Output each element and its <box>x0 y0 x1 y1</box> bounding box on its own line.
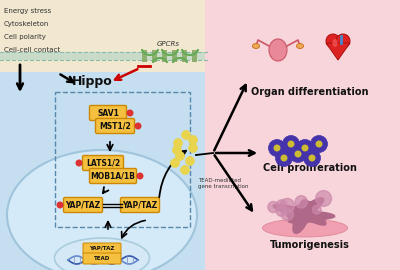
Text: YAP/TAZ: YAP/TAZ <box>122 201 158 210</box>
Text: Cell proliferation: Cell proliferation <box>263 163 357 173</box>
Text: MOB1A/1B: MOB1A/1B <box>90 171 136 181</box>
Bar <box>0 0 205 270</box>
Ellipse shape <box>332 39 338 47</box>
FancyBboxPatch shape <box>90 106 126 120</box>
Ellipse shape <box>252 43 260 49</box>
Text: GPCRs: GPCRs <box>156 41 180 47</box>
FancyBboxPatch shape <box>83 243 121 254</box>
Text: TEAD-mediated
gene transcription: TEAD-mediated gene transcription <box>198 178 248 189</box>
Ellipse shape <box>326 34 340 48</box>
Circle shape <box>76 160 82 167</box>
Bar <box>162 50 167 62</box>
FancyBboxPatch shape <box>83 253 121 264</box>
Bar <box>0 0 205 72</box>
Ellipse shape <box>54 238 150 270</box>
Text: TEAD: TEAD <box>94 256 110 261</box>
Circle shape <box>308 154 316 161</box>
Circle shape <box>274 144 280 151</box>
Bar <box>0 52 205 60</box>
Text: LATS1/2: LATS1/2 <box>86 158 120 167</box>
Circle shape <box>277 200 287 210</box>
Circle shape <box>176 151 184 160</box>
Bar <box>182 50 187 62</box>
Circle shape <box>295 196 308 208</box>
FancyBboxPatch shape <box>64 197 102 212</box>
Circle shape <box>294 150 302 157</box>
Ellipse shape <box>7 150 197 270</box>
Text: Organ differentiation: Organ differentiation <box>251 87 369 97</box>
Text: Hippo: Hippo <box>72 76 112 89</box>
Circle shape <box>316 140 322 147</box>
Circle shape <box>180 166 190 174</box>
Circle shape <box>312 205 321 214</box>
Circle shape <box>316 191 332 207</box>
Circle shape <box>126 110 134 116</box>
Text: Tumorigenesis: Tumorigenesis <box>270 240 350 250</box>
FancyBboxPatch shape <box>120 197 160 212</box>
Text: YAP/TAZ: YAP/TAZ <box>89 246 115 251</box>
Circle shape <box>170 158 180 167</box>
Circle shape <box>280 154 288 161</box>
Circle shape <box>310 136 328 153</box>
Circle shape <box>268 201 279 212</box>
Polygon shape <box>326 43 350 60</box>
Circle shape <box>296 140 314 157</box>
Bar <box>192 50 197 62</box>
Circle shape <box>288 140 294 147</box>
Circle shape <box>134 123 142 130</box>
Polygon shape <box>273 198 335 234</box>
Circle shape <box>304 150 320 167</box>
Bar <box>142 50 147 62</box>
FancyBboxPatch shape <box>90 168 136 184</box>
Circle shape <box>136 173 144 180</box>
Circle shape <box>302 144 308 151</box>
FancyBboxPatch shape <box>96 119 134 133</box>
Text: Cell polarity: Cell polarity <box>4 34 46 40</box>
Ellipse shape <box>296 43 304 49</box>
Circle shape <box>290 146 306 163</box>
Circle shape <box>188 136 198 144</box>
Ellipse shape <box>269 39 287 61</box>
Circle shape <box>281 208 294 221</box>
Circle shape <box>186 157 194 166</box>
Text: Energy stress: Energy stress <box>4 8 51 14</box>
Circle shape <box>188 143 198 153</box>
Circle shape <box>174 139 182 147</box>
Text: MST1/2: MST1/2 <box>99 122 131 130</box>
Ellipse shape <box>262 219 348 237</box>
Bar <box>205 0 400 270</box>
Ellipse shape <box>336 34 350 48</box>
Bar <box>172 50 177 62</box>
Circle shape <box>276 150 292 167</box>
Bar <box>152 50 157 62</box>
Circle shape <box>182 130 190 140</box>
Circle shape <box>282 136 300 153</box>
Circle shape <box>280 198 294 213</box>
Text: Cytoskeleton: Cytoskeleton <box>4 21 49 27</box>
Circle shape <box>172 146 182 154</box>
Circle shape <box>56 201 64 208</box>
Circle shape <box>268 140 286 157</box>
FancyBboxPatch shape <box>82 156 124 170</box>
Text: Cell-cell contact: Cell-cell contact <box>4 47 60 53</box>
Text: YAP/TAZ: YAP/TAZ <box>65 201 101 210</box>
Circle shape <box>276 206 286 216</box>
Text: SAV1: SAV1 <box>97 109 119 117</box>
